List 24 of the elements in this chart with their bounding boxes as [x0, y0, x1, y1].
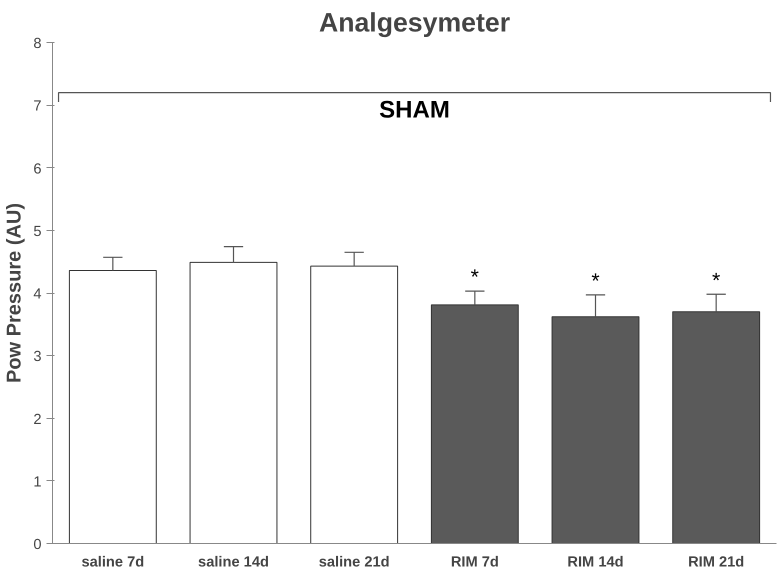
y-tick-label: 5	[33, 224, 42, 240]
x-tick-label: saline 21d	[318, 554, 390, 570]
y-tick-label: 3	[33, 349, 42, 366]
y-tick-label: 8	[33, 36, 42, 52]
x-tick-label: RIM 21d	[688, 554, 744, 570]
y-tick-label: 2	[33, 412, 42, 428]
y-tick-label: 1	[33, 474, 42, 490]
bar	[190, 262, 278, 544]
y-tick-label: 4	[33, 286, 42, 302]
bar	[310, 266, 398, 544]
x-tick-label: RIM 14d	[567, 554, 624, 570]
x-tick-label: saline 14d	[198, 554, 269, 570]
x-tick-label: RIM 7d	[450, 554, 499, 570]
annotation: *	[591, 268, 600, 293]
y-tick-label: 6	[33, 161, 42, 178]
annotation: *	[470, 265, 479, 290]
annotation: SHAM	[379, 96, 450, 124]
y-tick-label: 7	[33, 98, 42, 115]
x-tick-label: saline 7d	[81, 554, 144, 570]
y-tick-label: 0	[33, 537, 42, 553]
chart-title: Analgesymeter	[318, 8, 510, 38]
bar	[68, 270, 157, 544]
y-axis-title: Pow Pressure (AU)	[3, 202, 26, 384]
annotation: *	[712, 268, 720, 292]
